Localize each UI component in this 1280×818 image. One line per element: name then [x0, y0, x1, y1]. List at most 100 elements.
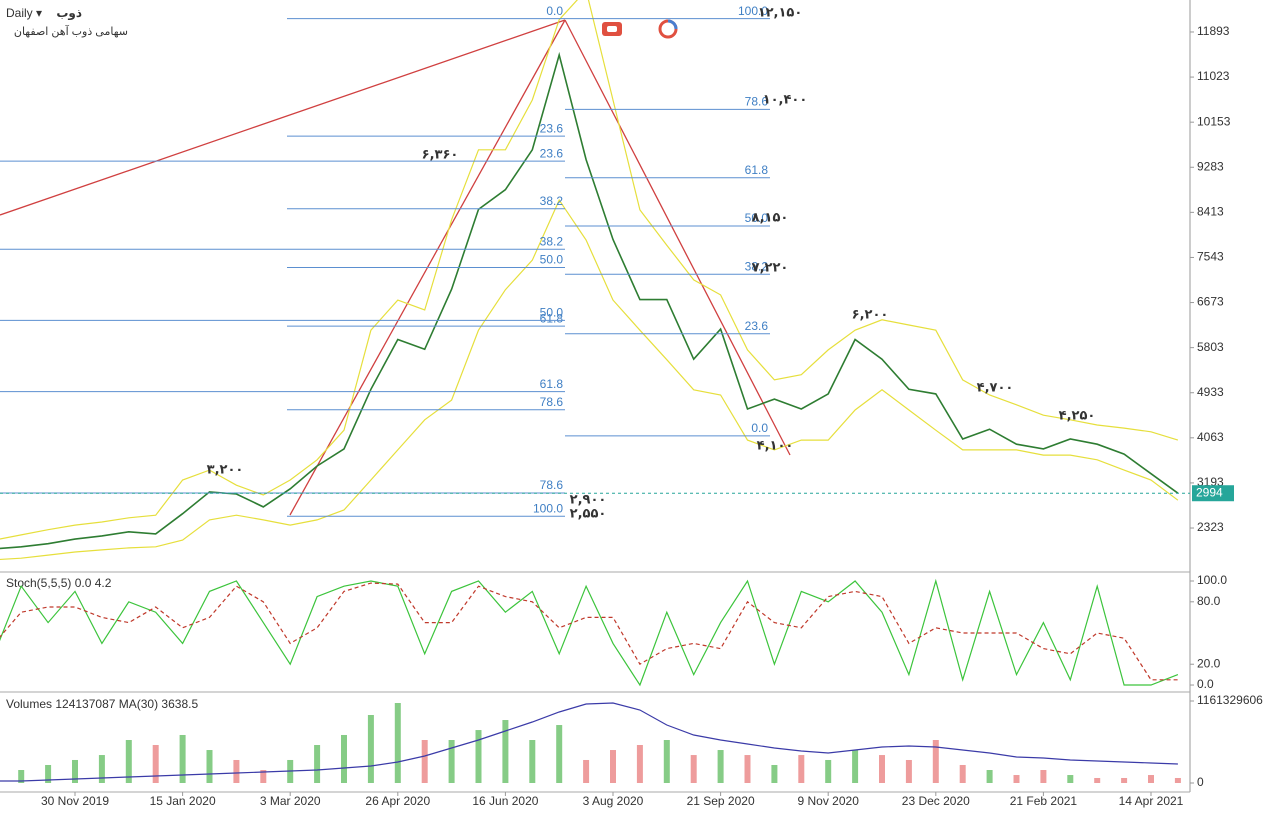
series-line [0, 578, 1179, 687]
volume-bar [636, 745, 643, 783]
last-price-box [1192, 485, 1234, 502]
x-tick-label: 16 Jun 2020 [472, 794, 538, 808]
y-tick-label: 11893 [1197, 24, 1230, 38]
volume-bar [45, 764, 52, 783]
volume-bar [610, 750, 616, 783]
fib-label: 78.6 [540, 478, 564, 492]
tool-icons[interactable] [602, 19, 678, 39]
y-tick-label: 7543 [1197, 250, 1224, 264]
fib-label: 38.2 [540, 234, 564, 248]
fib-label: 38.2 [540, 194, 564, 208]
price-annotation: ۲,۵۵۰ [570, 507, 607, 522]
volume-bar [717, 750, 724, 783]
price-annotation: ۳,۲۰۰ [207, 463, 244, 478]
price-annotation: ۱۰,۴۰۰ [763, 93, 808, 108]
symbol: ذوب [56, 6, 82, 21]
volume-bar [421, 739, 428, 783]
y-tick-label: 6673 [1197, 295, 1224, 309]
fib-label: 78.6 [745, 95, 769, 109]
volume-bar [905, 759, 912, 783]
volume-bar [663, 739, 670, 783]
volume-bar [260, 770, 267, 783]
volume-bar [959, 764, 966, 783]
volume-bar [583, 759, 590, 783]
series-line [0, 51, 1179, 550]
fib-label: 0.0 [751, 421, 768, 435]
series-line [0, 198, 1179, 561]
volume-bar [206, 750, 213, 783]
x-tick-label: 26 Apr 2020 [365, 794, 430, 808]
volume-bar [72, 759, 78, 783]
y-tick-label: 0 [1197, 775, 1204, 789]
volume-bar [179, 734, 186, 783]
symbol-name: سهامی ذوب آهن اصفهان [14, 24, 128, 38]
price-annotation: ۴,۷۰۰ [977, 381, 1014, 396]
volume-bar [1121, 777, 1128, 783]
x-tick-label: 15 Jan 2020 [150, 794, 216, 808]
interval[interactable]: Daily ▾ [6, 6, 42, 20]
volume-bar [367, 715, 374, 783]
volume-bar [690, 755, 697, 783]
volume-bar [233, 759, 240, 783]
volume-bar [394, 703, 401, 783]
volume-bar [932, 739, 939, 783]
fib-label: 0.0 [546, 4, 563, 18]
volume-bar [798, 755, 805, 783]
y-tick-label: 1161329606 [1197, 693, 1263, 707]
price-annotation: ۴,۱۰۰ [757, 439, 794, 454]
volume-bar [1040, 770, 1047, 783]
x-tick-label: 30 Nov 2019 [41, 794, 109, 808]
y-tick-label: 2323 [1197, 520, 1224, 534]
price-plot [0, 0, 1179, 561]
fib-label: 38.2 [745, 259, 769, 273]
volume-bar [556, 725, 563, 783]
y-tick-label: 20.0 [1197, 656, 1221, 670]
volume-bar [314, 745, 321, 783]
fib-label: 50.0 [745, 211, 769, 225]
series-line [0, 0, 1179, 540]
volume-bar [825, 759, 832, 783]
fib-label: 50.0 [540, 253, 564, 267]
volume-bar [1013, 775, 1020, 783]
volume-bar [744, 755, 751, 783]
volume-bar [1148, 775, 1154, 783]
fib-label: 61.8 [540, 311, 564, 325]
y-tick-label: 8413 [1197, 205, 1224, 219]
x-tick-label: 21 Feb 2021 [1010, 794, 1078, 808]
price-annotation: ۲,۹۰۰ [570, 493, 607, 508]
price-annotation: ۴,۲۵۰ [1059, 409, 1096, 424]
price-annotation: ۶,۲۰۰ [852, 308, 889, 323]
volume-title: Volumes 124137087 MA(30) 3638.5 [6, 697, 198, 711]
trend-line [0, 19, 566, 216]
fib-label: 61.8 [745, 163, 769, 177]
series-line [0, 702, 1178, 782]
price-annotation: ۶,۳۶۰ [422, 148, 459, 163]
x-tick-label: 23 Dec 2020 [902, 794, 970, 808]
stoch-title: Stoch(5,5,5) 0.0 4.2 [6, 576, 112, 590]
price-annotation: ۱۲,۱۵۰ [758, 6, 803, 21]
x-tick-label: 3 Aug 2020 [583, 794, 644, 808]
y-tick-label: 10153 [1197, 114, 1231, 128]
volume-bar [18, 770, 25, 783]
x-tick-label: 9 Nov 2020 [798, 794, 860, 808]
volume-bar [879, 755, 885, 783]
y-tick-label: 5803 [1197, 340, 1224, 354]
fib-label: 23.6 [540, 121, 564, 135]
volume-bar [125, 739, 132, 783]
volume-bar [1094, 777, 1101, 783]
volume-bar [341, 734, 347, 783]
price-annotation: ۸,۱۵۰ [752, 211, 789, 226]
volume-bar [1174, 777, 1181, 783]
y-tick-label: 11023 [1197, 69, 1230, 83]
volume-bar [529, 739, 536, 783]
x-tick-label: 3 Mar 2020 [260, 794, 321, 808]
volume-bar [475, 730, 482, 783]
volume-bar [98, 755, 105, 783]
x-tick-label: 14 Apr 2021 [1119, 794, 1184, 808]
fib-label: 23.6 [540, 146, 564, 160]
last-price-label: 2994 [1196, 485, 1223, 499]
volume-bar [771, 764, 778, 783]
volume-bar [852, 750, 859, 783]
